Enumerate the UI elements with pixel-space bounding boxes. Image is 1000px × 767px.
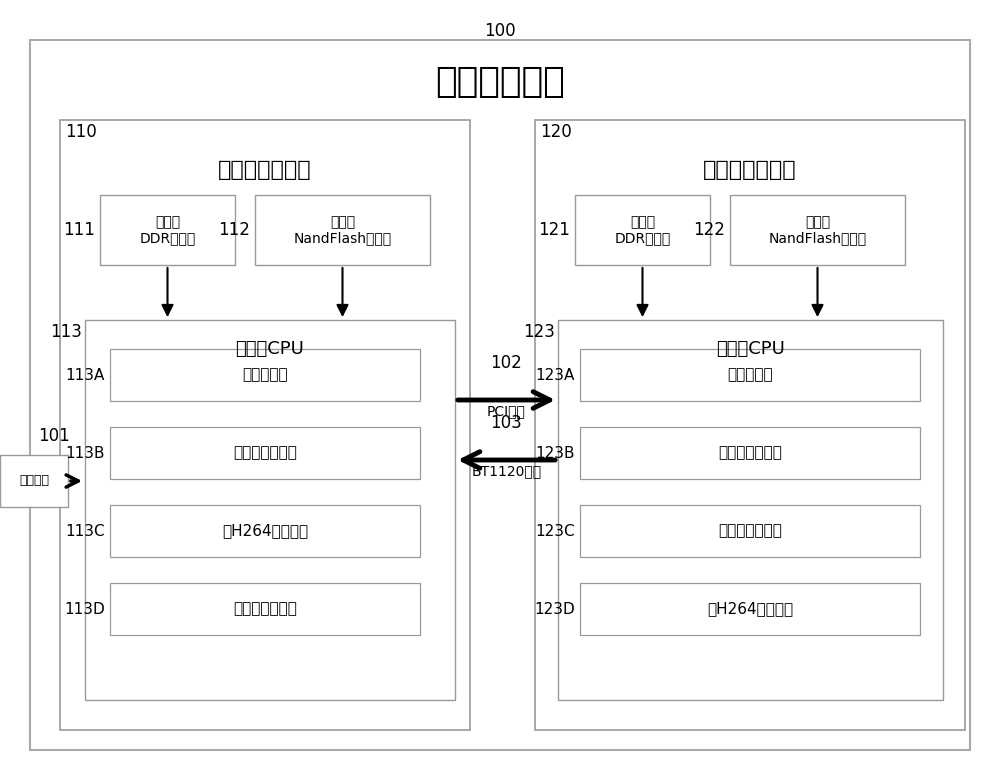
Text: 级联主
NandFlash存储器: 级联主 NandFlash存储器	[293, 215, 392, 245]
Text: 主数据传输单元: 主数据传输单元	[233, 446, 297, 460]
Text: 103: 103	[491, 414, 522, 432]
Text: 113D: 113D	[64, 601, 105, 617]
Text: 123C: 123C	[535, 524, 575, 538]
Text: 主监控单元: 主监控单元	[242, 367, 288, 383]
Text: 从H264解码单元: 从H264解码单元	[707, 601, 793, 617]
Bar	[110, 349, 420, 401]
Text: 从视频显示单元: 从视频显示单元	[718, 524, 782, 538]
Bar	[575, 195, 710, 265]
Text: 主H264解码单元: 主H264解码单元	[222, 524, 308, 538]
Bar	[110, 427, 420, 479]
Text: 102: 102	[491, 354, 522, 372]
Text: 从监控单元: 从监控单元	[727, 367, 773, 383]
Text: 级联从
NandFlash存储器: 级联从 NandFlash存储器	[768, 215, 867, 245]
Text: 123: 123	[523, 323, 555, 341]
Bar	[85, 320, 455, 700]
Bar	[580, 583, 920, 635]
Bar	[0, 455, 68, 507]
Text: 级联从
DDR存储器: 级联从 DDR存储器	[614, 215, 671, 245]
Text: BT1120总线: BT1120总线	[471, 464, 542, 478]
Text: 级联视频主单元: 级联视频主单元	[218, 160, 312, 180]
Text: 123D: 123D	[534, 601, 575, 617]
Bar	[730, 195, 905, 265]
Text: 121: 121	[538, 221, 570, 239]
Text: 级联视频从单元: 级联视频从单元	[703, 160, 797, 180]
Text: 123A: 123A	[536, 367, 575, 383]
Text: 113B: 113B	[66, 446, 105, 460]
Text: 100: 100	[484, 22, 516, 40]
Text: 级联视频设备: 级联视频设备	[435, 65, 565, 99]
Text: 111: 111	[63, 221, 95, 239]
Bar	[558, 320, 943, 700]
Text: 主视频显示单元: 主视频显示单元	[233, 601, 297, 617]
Text: 123B: 123B	[536, 446, 575, 460]
Text: PCI总线: PCI总线	[487, 404, 526, 418]
Text: 113C: 113C	[65, 524, 105, 538]
Bar	[110, 583, 420, 635]
Text: 101: 101	[38, 427, 70, 445]
Text: 网络接口: 网络接口	[19, 475, 49, 488]
Bar	[580, 349, 920, 401]
Text: 120: 120	[540, 123, 572, 141]
Bar	[535, 120, 965, 730]
Text: 级联主CPU: 级联主CPU	[236, 340, 304, 358]
Bar	[580, 505, 920, 557]
Text: 113A: 113A	[66, 367, 105, 383]
Text: 级联从CPU: 级联从CPU	[716, 340, 785, 358]
Bar	[255, 195, 430, 265]
Text: 110: 110	[65, 123, 97, 141]
Bar	[60, 120, 470, 730]
Text: 122: 122	[693, 221, 725, 239]
Bar	[100, 195, 235, 265]
Text: 从数据接收单元: 从数据接收单元	[718, 446, 782, 460]
Text: 级联主
DDR存储器: 级联主 DDR存储器	[139, 215, 196, 245]
Bar	[110, 505, 420, 557]
Text: 112: 112	[218, 221, 250, 239]
Bar	[580, 427, 920, 479]
Text: 113: 113	[50, 323, 82, 341]
